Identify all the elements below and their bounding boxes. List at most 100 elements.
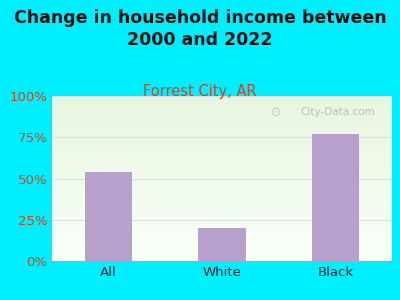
Bar bbox=[52, 167, 392, 169]
Bar bbox=[52, 177, 392, 178]
Bar bbox=[52, 136, 392, 137]
Bar bbox=[52, 149, 392, 150]
Bar bbox=[198, 228, 246, 261]
Bar bbox=[52, 124, 392, 126]
Bar bbox=[52, 187, 392, 188]
Bar bbox=[52, 129, 392, 130]
Bar bbox=[52, 146, 392, 147]
Text: City-Data.com: City-Data.com bbox=[300, 107, 375, 118]
Bar bbox=[52, 221, 392, 223]
Bar bbox=[52, 220, 392, 221]
Bar bbox=[52, 109, 392, 111]
Bar bbox=[52, 246, 392, 248]
Bar bbox=[85, 172, 132, 261]
Bar bbox=[52, 144, 392, 146]
Bar bbox=[52, 259, 392, 261]
Bar bbox=[52, 169, 392, 170]
Bar bbox=[52, 107, 392, 109]
Bar bbox=[52, 192, 392, 193]
Bar bbox=[52, 203, 392, 205]
Bar bbox=[52, 230, 392, 231]
Bar bbox=[52, 215, 392, 216]
Bar bbox=[52, 241, 392, 243]
Bar bbox=[52, 173, 392, 175]
Bar bbox=[52, 258, 392, 259]
Bar bbox=[52, 188, 392, 190]
Bar bbox=[52, 165, 392, 167]
Bar bbox=[52, 231, 392, 233]
Bar bbox=[52, 205, 392, 206]
Bar bbox=[52, 101, 392, 103]
Bar bbox=[52, 162, 392, 164]
Bar bbox=[52, 249, 392, 251]
Bar bbox=[52, 180, 392, 182]
Bar bbox=[52, 96, 392, 98]
Bar bbox=[52, 116, 392, 117]
Bar bbox=[52, 159, 392, 160]
Bar bbox=[52, 183, 392, 185]
Bar bbox=[52, 218, 392, 220]
Bar bbox=[52, 244, 392, 246]
Bar bbox=[52, 127, 392, 129]
Bar bbox=[52, 130, 392, 132]
Bar bbox=[52, 121, 392, 122]
Bar bbox=[52, 140, 392, 142]
Bar bbox=[52, 175, 392, 177]
Bar bbox=[52, 248, 392, 249]
Bar bbox=[52, 233, 392, 235]
Bar bbox=[52, 142, 392, 144]
Bar bbox=[52, 206, 392, 208]
Bar bbox=[52, 150, 392, 152]
Text: Forrest City, AR: Forrest City, AR bbox=[143, 84, 257, 99]
Bar bbox=[52, 137, 392, 139]
Bar bbox=[52, 114, 392, 116]
Text: ⊙: ⊙ bbox=[271, 106, 282, 119]
Bar bbox=[52, 185, 392, 187]
Bar bbox=[52, 112, 392, 114]
Bar bbox=[52, 251, 392, 253]
Bar bbox=[52, 122, 392, 124]
Bar bbox=[312, 134, 359, 261]
Bar bbox=[52, 155, 392, 157]
Bar bbox=[52, 126, 392, 127]
Bar bbox=[52, 134, 392, 136]
Bar bbox=[52, 198, 392, 200]
Bar bbox=[52, 228, 392, 230]
Bar bbox=[52, 200, 392, 202]
Bar bbox=[52, 256, 392, 258]
Bar bbox=[52, 117, 392, 119]
Bar bbox=[52, 147, 392, 149]
Bar bbox=[52, 164, 392, 165]
Bar bbox=[52, 106, 392, 107]
Bar bbox=[52, 195, 392, 197]
Bar bbox=[52, 119, 392, 121]
Bar bbox=[52, 202, 392, 203]
Bar bbox=[52, 212, 392, 213]
Bar bbox=[52, 213, 392, 215]
Bar bbox=[52, 190, 392, 192]
Bar bbox=[52, 160, 392, 162]
Bar bbox=[52, 99, 392, 101]
Bar bbox=[52, 223, 392, 225]
Bar bbox=[52, 193, 392, 195]
Bar bbox=[52, 197, 392, 198]
Bar bbox=[52, 132, 392, 134]
Bar bbox=[52, 98, 392, 99]
Bar bbox=[52, 239, 392, 241]
Bar bbox=[52, 170, 392, 172]
Bar bbox=[52, 216, 392, 218]
Bar bbox=[52, 236, 392, 238]
Bar bbox=[52, 235, 392, 236]
Bar bbox=[52, 178, 392, 180]
Bar bbox=[52, 254, 392, 256]
Bar bbox=[52, 243, 392, 244]
Bar bbox=[52, 152, 392, 154]
Text: Change in household income between
2000 and 2022: Change in household income between 2000 … bbox=[14, 9, 386, 49]
Bar bbox=[52, 253, 392, 254]
Bar bbox=[52, 238, 392, 239]
Bar bbox=[52, 103, 392, 104]
Bar bbox=[52, 157, 392, 159]
Bar bbox=[52, 182, 392, 183]
Bar bbox=[52, 210, 392, 212]
Bar bbox=[52, 104, 392, 106]
